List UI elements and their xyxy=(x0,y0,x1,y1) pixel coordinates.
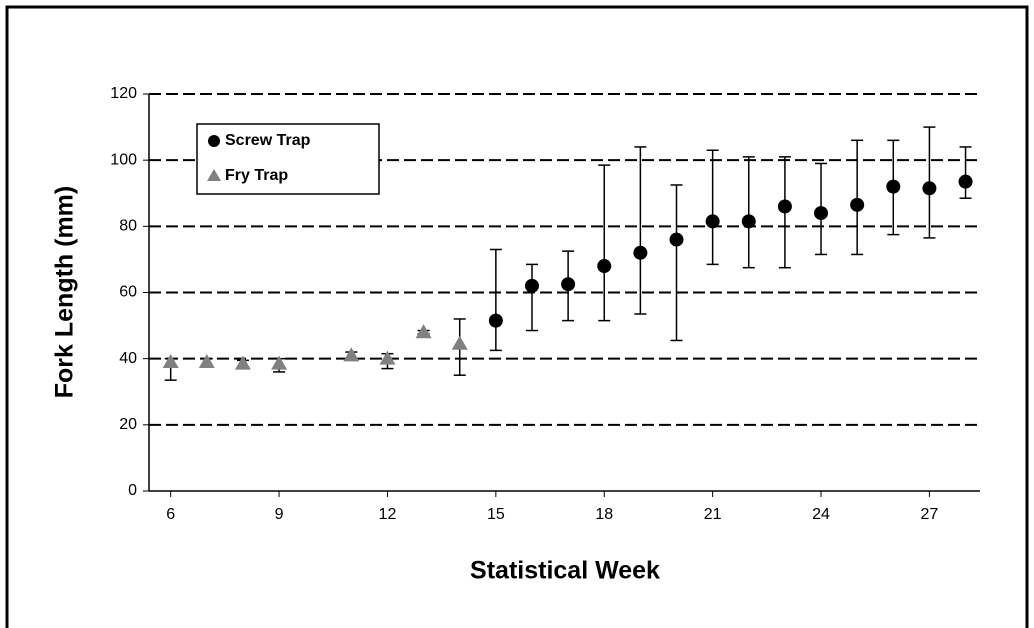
point xyxy=(633,245,648,260)
frame xyxy=(5,5,1029,628)
y-tick-label: 0 xyxy=(128,482,137,499)
point xyxy=(451,335,468,350)
y-axis-title: Fork Length (mm) xyxy=(51,186,79,399)
point xyxy=(379,350,396,365)
point xyxy=(524,278,539,293)
x-tick-label: 21 xyxy=(704,506,722,523)
y-tick-label: 20 xyxy=(119,416,137,433)
point xyxy=(271,355,288,370)
point xyxy=(922,181,937,196)
point xyxy=(234,355,251,370)
point xyxy=(886,179,901,194)
legend-label: Screw Trap xyxy=(225,132,311,149)
y-tick-label: 40 xyxy=(119,350,137,367)
point xyxy=(958,174,973,189)
legend-marker xyxy=(207,169,221,181)
legend-marker xyxy=(208,135,220,147)
legend-label: Fry Trap xyxy=(225,167,288,184)
point xyxy=(162,353,179,368)
point xyxy=(597,259,612,274)
y-tick-label: 80 xyxy=(119,218,137,235)
point xyxy=(343,347,360,362)
point xyxy=(705,214,720,229)
point xyxy=(741,214,756,229)
x-tick-label: 6 xyxy=(166,506,175,523)
x-tick-label: 24 xyxy=(812,506,830,523)
point xyxy=(777,199,792,214)
x-tick-label: 18 xyxy=(595,506,613,523)
x-tick-label: 12 xyxy=(379,506,397,523)
x-axis-title: Statistical Week xyxy=(470,557,660,585)
legend-box xyxy=(196,123,380,195)
x-tick-label: 15 xyxy=(487,506,505,523)
y-tick-label: 120 xyxy=(110,85,137,102)
point xyxy=(669,232,684,247)
point xyxy=(415,324,432,339)
y-tick-label: 100 xyxy=(110,151,137,168)
x-tick-label: 9 xyxy=(275,506,284,523)
point xyxy=(198,353,215,368)
point xyxy=(850,197,865,212)
point xyxy=(561,277,576,292)
x-tick-label: 27 xyxy=(921,506,939,523)
point xyxy=(488,313,503,328)
y-tick-label: 60 xyxy=(119,284,137,301)
point xyxy=(814,206,829,221)
